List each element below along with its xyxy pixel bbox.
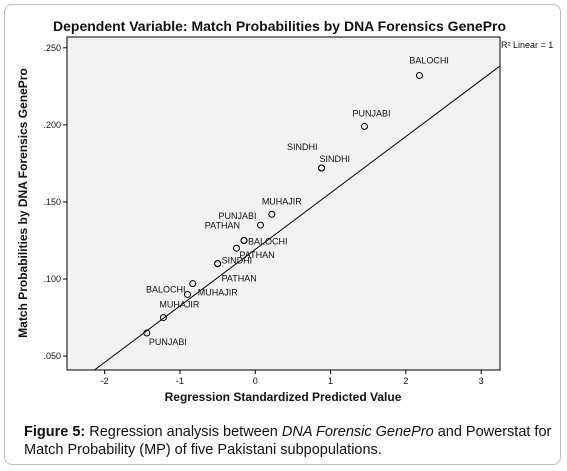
figure-caption: Figure 5: Regression analysis between DN…	[24, 423, 564, 459]
regression-scatter-chart: Dependent Variable: Match Probabilities …	[16, 18, 553, 404]
point-label: SINDHI	[287, 142, 318, 152]
chart-title: Dependent Variable: Match Probabilities …	[53, 18, 506, 34]
point-label: PUNJABI	[352, 108, 390, 118]
y-axis-label: Match Probabilities by DNA Forensics Gen…	[16, 68, 30, 338]
point-label: BALOCHI	[409, 56, 449, 66]
data-point	[240, 237, 248, 244]
point-label: MUHAJIR	[198, 288, 238, 298]
x-tick-label: -1	[176, 376, 184, 386]
y-tick-label: .100	[43, 274, 61, 284]
point-label: PATHAN	[205, 221, 240, 231]
fit-line	[93, 65, 500, 370]
x-tick-label: -2	[101, 376, 109, 386]
data-point	[183, 290, 191, 298]
legend-label: R² Linear = 1	[501, 40, 553, 50]
x-axis-label: Regression Standardized Predicted Value	[165, 390, 402, 404]
data-point	[189, 280, 197, 288]
point-label: BALOCHI	[146, 284, 186, 294]
point-label: PUNJABI	[149, 337, 187, 347]
plot-area	[66, 36, 501, 371]
point-label: MUHAJIR	[262, 196, 302, 206]
data-point	[268, 210, 276, 218]
point-label: PATHAN	[222, 274, 257, 284]
data-point	[214, 260, 222, 268]
y-tick-label: .150	[43, 197, 61, 207]
point-label: MUHAJIR	[159, 300, 199, 310]
point-label: PATHAN	[239, 250, 274, 260]
caption-italic-text: DNA Forensic GenePro	[281, 424, 434, 440]
y-tick-label: .250	[43, 43, 61, 53]
y-tick-label: .050	[43, 351, 61, 361]
data-point	[159, 314, 167, 322]
data-point	[415, 72, 423, 80]
point-label: BALOCHI	[248, 237, 288, 247]
data-point	[257, 221, 265, 229]
point-label: PUNJABI	[219, 211, 257, 221]
x-tick-label: 1	[328, 376, 333, 386]
data-point	[360, 122, 368, 130]
figure-frame: Dependent Variable: Match Probabilities …	[4, 4, 561, 465]
data-point	[143, 329, 151, 337]
point-label: SINDHI	[320, 154, 351, 164]
data-point	[232, 244, 240, 252]
caption-text-1: Regression analysis between	[85, 424, 282, 440]
data-point	[318, 164, 326, 172]
x-tick-label: 0	[253, 376, 258, 386]
x-tick-label: 3	[479, 376, 484, 386]
caption-text-2: and Powerstat for Match Probability (MP)…	[24, 424, 552, 458]
x-tick-label: 2	[403, 376, 408, 386]
caption-figure-label: Figure 5:	[24, 424, 86, 440]
y-tick-label: .200	[43, 120, 61, 130]
point-label: SINDHI	[222, 256, 253, 266]
